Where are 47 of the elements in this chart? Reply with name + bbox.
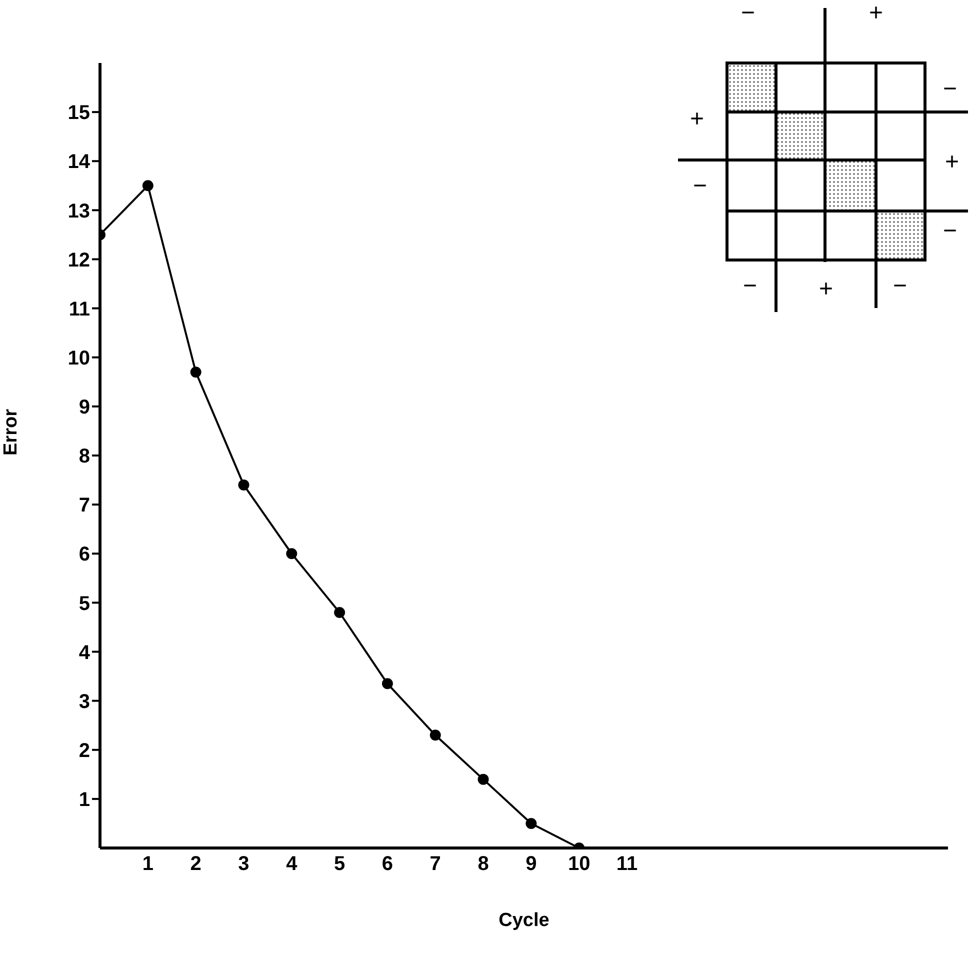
annotation: +: [944, 148, 960, 176]
point: [334, 607, 346, 618]
x-tick-label: 4: [286, 853, 298, 876]
x-tick-label: 8: [478, 853, 489, 876]
y-tick-label: 15: [68, 102, 90, 124]
y-tick-label: 6: [78, 544, 90, 566]
x-tick-label: 9: [526, 853, 537, 876]
point: [478, 774, 489, 785]
x-tick-label: 5: [334, 853, 346, 876]
annotation: −: [892, 272, 908, 300]
x-tick-label: 3: [238, 853, 250, 876]
x-tick-label: 7: [430, 853, 441, 876]
annotation: −: [942, 217, 958, 244]
annotation: +: [690, 105, 704, 132]
y-tick-label: 2: [78, 740, 90, 762]
y-tick-label: 13: [68, 200, 90, 222]
point: [238, 479, 250, 490]
point: [142, 180, 154, 192]
y-tick-label: 9: [78, 396, 90, 419]
x-tick-label: 10: [568, 853, 590, 876]
y-tick-label: 3: [78, 690, 90, 713]
text: −: [740, 0, 756, 26]
point: [430, 730, 441, 741]
y-tick-label: 10: [68, 347, 90, 370]
x-tick-label: 2: [190, 853, 202, 876]
y-tick-label: 12: [68, 249, 90, 272]
annotation: +: [818, 275, 834, 302]
x-tick-label: 6: [382, 853, 394, 876]
x-tick-label: 1: [142, 853, 154, 876]
y-tick-label: 11: [68, 298, 90, 320]
x-tick-label: 11: [616, 853, 638, 876]
y-tick-label: 8: [78, 446, 90, 468]
point: [286, 548, 298, 560]
point: [526, 818, 537, 829]
y-tick-label: 4: [78, 642, 91, 664]
point: [190, 366, 202, 378]
y-tick-label: 1: [78, 789, 90, 812]
y-tick-label: 5: [78, 592, 90, 615]
point: [382, 678, 393, 690]
annotation: −: [942, 75, 958, 102]
y-axis-title: Error: [0, 408, 22, 456]
x-axis-title: Cycle: [498, 910, 550, 931]
y-tick-label: 7: [78, 494, 90, 517]
text: +: [868, 0, 884, 26]
y-tick-label: 14: [68, 151, 91, 174]
annotation: −: [742, 272, 758, 300]
annotation: −: [692, 172, 708, 200]
